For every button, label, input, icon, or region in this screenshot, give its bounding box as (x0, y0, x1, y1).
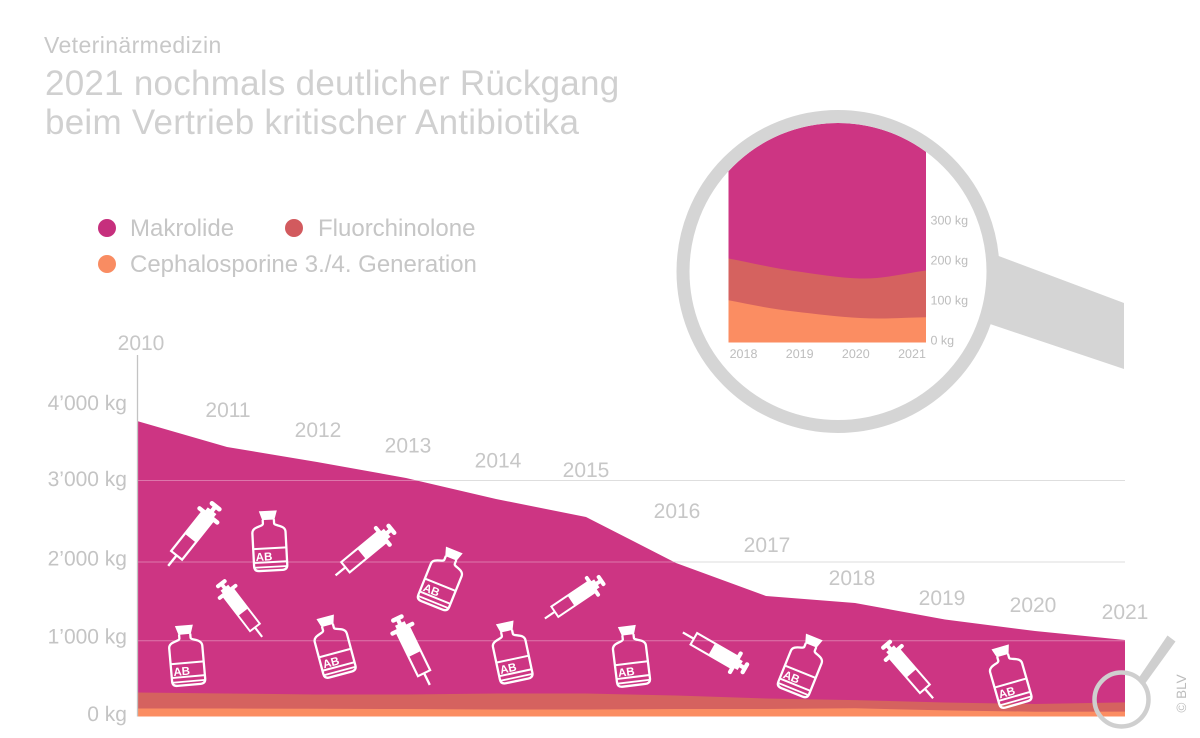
svg-text:2018: 2018 (730, 347, 758, 361)
svg-text:300 kg: 300 kg (931, 214, 969, 228)
svg-text:2021: 2021 (1102, 601, 1149, 624)
svg-text:2014: 2014 (475, 450, 522, 473)
svg-text:2015: 2015 (563, 459, 610, 482)
svg-text:2017: 2017 (744, 534, 791, 557)
svg-text:200 kg: 200 kg (931, 254, 969, 268)
svg-text:1’000 kg: 1’000 kg (48, 626, 127, 649)
svg-text:2013: 2013 (385, 435, 432, 458)
svg-text:3’000 kg: 3’000 kg (48, 468, 127, 491)
svg-text:2’000 kg: 2’000 kg (48, 548, 127, 571)
svg-text:2016: 2016 (654, 500, 701, 523)
svg-text:2011: 2011 (205, 399, 250, 422)
svg-text:2020: 2020 (842, 347, 870, 361)
svg-text:2010: 2010 (118, 332, 165, 355)
svg-text:100 kg: 100 kg (931, 294, 969, 308)
svg-text:2019: 2019 (919, 587, 966, 610)
svg-text:2012: 2012 (295, 419, 342, 442)
svg-text:2019: 2019 (786, 347, 814, 361)
svg-text:4’000 kg: 4’000 kg (48, 392, 127, 415)
svg-text:2021: 2021 (898, 347, 926, 361)
svg-text:0 kg: 0 kg (931, 334, 955, 348)
svg-text:2018: 2018 (829, 567, 876, 590)
svg-text:2020: 2020 (1010, 594, 1057, 617)
svg-text:0 kg: 0 kg (87, 703, 127, 726)
svg-text:© BLV: © BLV (1174, 674, 1189, 712)
